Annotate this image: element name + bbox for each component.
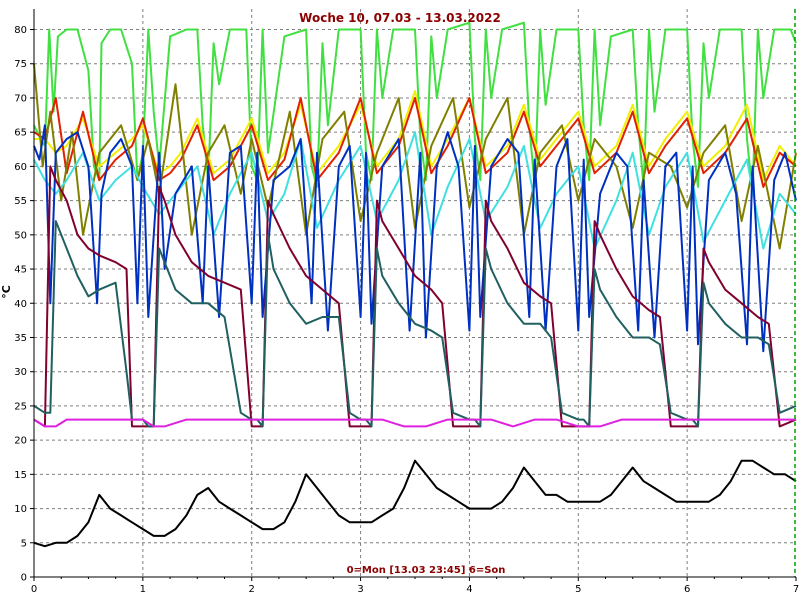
x-tick-label: 1 (140, 584, 146, 595)
x-tick-label: 5 (575, 584, 581, 595)
series-line-3 (33, 97, 797, 188)
x-tick-label: 7 (793, 584, 799, 595)
axes (30, 9, 797, 581)
y-tick-label: 65 (14, 128, 27, 139)
y-tick-label: 15 (14, 470, 27, 481)
y-tick-label: 35 (14, 333, 27, 344)
y-tick-label: 30 (14, 367, 27, 378)
x-tick-label: 6 (684, 584, 690, 595)
y-tick-label: 25 (14, 401, 27, 412)
x-tick-labels: 0 1 2 3 4 5 6 7 (31, 584, 799, 595)
series-line-9 (33, 418, 796, 428)
y-tick-label: 5 (21, 538, 27, 549)
series-line-6 (33, 124, 797, 353)
y-tick-label: 20 (14, 436, 27, 447)
chart-title: Woche 10, 07.03 - 13.03.2022 (299, 11, 501, 25)
y-tick-label: 80 (14, 25, 27, 36)
series-line-1 (33, 21, 797, 195)
x-tick-label: 2 (249, 584, 255, 595)
series-line-5 (33, 131, 797, 250)
y-tick-label: 50 (14, 230, 27, 241)
y-tick-label: 45 (14, 265, 27, 276)
x-tick-label: 4 (466, 584, 472, 595)
y-tick-label: 0 (21, 573, 27, 584)
y-tick-label: 60 (14, 162, 27, 173)
x-tick-label: 0 (31, 584, 37, 595)
series-line-10 (33, 459, 797, 548)
series-line-8 (33, 220, 797, 428)
chart-footer: 0=Mon [13.03 23:45] 6=Son (347, 565, 506, 576)
y-tick-label: 40 (14, 299, 27, 310)
series-line-4 (33, 63, 797, 250)
y-tick-label: 75 (14, 59, 27, 70)
y-tick-labels: 0 5 10 15 20 25 30 35 40 45 50 55 60 65 70 75 80 (14, 25, 27, 583)
y-axis-label: °C (0, 285, 13, 299)
series-lines (33, 21, 797, 548)
y-tick-label: 55 (14, 196, 27, 207)
x-tick-label: 3 (357, 584, 363, 595)
y-tick-label: 70 (14, 93, 27, 104)
y-tick-label: 10 (14, 504, 27, 515)
